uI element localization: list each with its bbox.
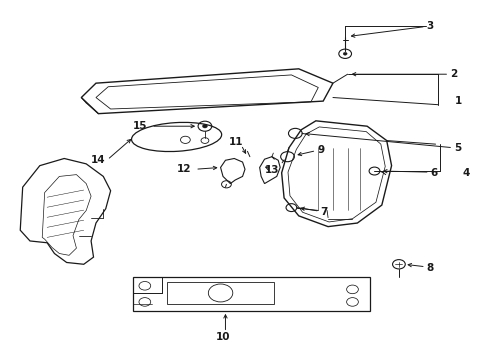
Text: 12: 12 bbox=[177, 164, 191, 174]
Text: 3: 3 bbox=[427, 21, 434, 31]
Text: 13: 13 bbox=[265, 165, 279, 175]
Text: 10: 10 bbox=[216, 332, 230, 342]
Text: 9: 9 bbox=[318, 145, 324, 155]
Text: 4: 4 bbox=[463, 168, 470, 178]
Text: 2: 2 bbox=[450, 69, 458, 79]
Text: 8: 8 bbox=[427, 263, 434, 273]
Circle shape bbox=[343, 52, 347, 55]
Text: 7: 7 bbox=[321, 207, 328, 217]
Text: 15: 15 bbox=[133, 121, 147, 131]
Text: 14: 14 bbox=[91, 155, 106, 165]
Text: 5: 5 bbox=[454, 143, 462, 153]
Text: 11: 11 bbox=[229, 138, 244, 147]
Circle shape bbox=[202, 125, 207, 128]
Text: 6: 6 bbox=[431, 168, 438, 178]
Text: 1: 1 bbox=[455, 96, 463, 106]
